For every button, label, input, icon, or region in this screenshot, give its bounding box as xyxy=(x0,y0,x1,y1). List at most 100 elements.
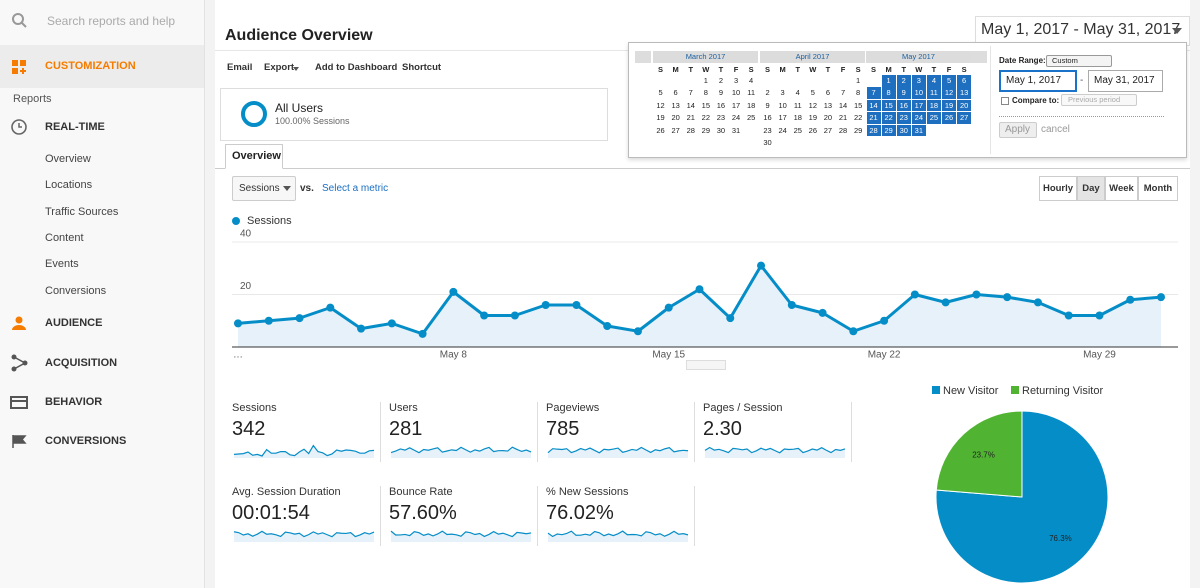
range-type[interactable]: Custom xyxy=(1052,56,1078,65)
granularity-label[interactable]: Week xyxy=(1109,183,1134,194)
calendar-day[interactable]: 21 xyxy=(869,113,878,123)
calendar-day[interactable]: 27 xyxy=(959,113,969,123)
calendar-day[interactable]: 20 xyxy=(959,100,969,110)
calendar-day[interactable]: 6 xyxy=(673,88,678,98)
granularity-label[interactable]: Month xyxy=(1143,183,1173,194)
calendar-day[interactable]: 10 xyxy=(914,88,924,98)
calendar-day[interactable]: 12 xyxy=(944,88,954,98)
calendar-day[interactable]: 14 xyxy=(838,100,848,110)
calendar-day[interactable]: 28 xyxy=(686,125,695,135)
calendar-day[interactable]: 19 xyxy=(808,113,818,123)
calendar-day[interactable]: 8 xyxy=(886,88,891,98)
calendar-day[interactable]: 25 xyxy=(793,125,802,135)
calendar-day[interactable]: 24 xyxy=(731,113,741,123)
calendar-day[interactable]: 15 xyxy=(884,100,893,110)
granularity-button[interactable] xyxy=(1039,176,1077,201)
calendar-day[interactable]: 30 xyxy=(899,125,908,135)
calendar-day[interactable]: 5 xyxy=(658,88,663,98)
calendar-day[interactable]: 30 xyxy=(763,138,772,147)
apply-button[interactable] xyxy=(999,122,1037,138)
nav-section[interactable]: CONVERSIONS xyxy=(45,435,127,447)
calendar-day[interactable]: 15 xyxy=(701,100,711,110)
calendar-day[interactable]: 18 xyxy=(793,113,802,123)
nav-item[interactable]: Content xyxy=(45,231,84,244)
calendar-day[interactable]: 9 xyxy=(901,88,906,98)
calendar-day[interactable]: 7 xyxy=(840,88,846,98)
overview-tab[interactable] xyxy=(225,144,283,169)
calendar-day[interactable]: 29 xyxy=(853,125,863,135)
search-placeholder[interactable]: Search reports and help xyxy=(47,14,176,28)
end-date[interactable]: May 31, 2017 xyxy=(1094,75,1155,86)
calendar-day[interactable]: 10 xyxy=(731,88,741,98)
granularity-button[interactable] xyxy=(1077,176,1105,201)
calendar-day[interactable]: 25 xyxy=(746,113,756,123)
end-date-input[interactable] xyxy=(1088,70,1163,92)
calendar-day[interactable]: 6 xyxy=(825,88,831,98)
calendar-day[interactable]: 23 xyxy=(899,113,908,123)
calendar-day[interactable]: 26 xyxy=(656,125,665,135)
calendar-day[interactable]: 5 xyxy=(810,88,815,98)
toolbar-button[interactable]: Add to Dashboard xyxy=(315,62,398,73)
calendar-prev[interactable] xyxy=(635,51,651,63)
calendar-day[interactable]: 28 xyxy=(838,125,848,135)
calendar-day[interactable]: 2 xyxy=(718,76,724,85)
calendar-day[interactable]: 6 xyxy=(962,76,967,85)
calendar-day[interactable]: 26 xyxy=(808,125,818,135)
calendar-day[interactable]: 22 xyxy=(884,113,893,123)
calendar-day[interactable]: 2 xyxy=(901,76,906,85)
granularity-label[interactable]: Day xyxy=(1082,183,1100,194)
calendar-day[interactable]: 17 xyxy=(731,100,741,110)
calendar-day[interactable]: 1 xyxy=(703,76,708,85)
calendar-day[interactable]: 19 xyxy=(656,113,665,123)
calendar-day[interactable]: 12 xyxy=(808,100,818,110)
calendar-day[interactable]: 1 xyxy=(856,76,861,85)
calendar-day[interactable]: 17 xyxy=(778,113,787,123)
calendar-day[interactable]: 27 xyxy=(671,125,680,135)
calendar-day[interactable]: 25 xyxy=(929,113,939,123)
calendar-day[interactable]: 13 xyxy=(959,88,969,98)
calendar-day[interactable]: 2 xyxy=(765,88,770,98)
nav-item[interactable]: Overview xyxy=(45,153,91,165)
calendar-day[interactable]: 14 xyxy=(686,100,695,110)
calendar-day[interactable]: 18 xyxy=(746,100,756,110)
calendar-day[interactable]: 30 xyxy=(716,125,726,135)
toolbar-button[interactable]: Export xyxy=(264,62,295,73)
metric-select[interactable] xyxy=(232,176,296,201)
calendar-day[interactable]: 11 xyxy=(930,88,938,98)
calendar-day[interactable]: 27 xyxy=(823,125,833,135)
start-date-input[interactable] xyxy=(999,70,1077,92)
calendar-day[interactable]: 8 xyxy=(703,88,708,98)
cancel-link[interactable]: cancel xyxy=(1041,124,1070,135)
calendar-day[interactable]: 23 xyxy=(716,113,726,123)
calendar-day[interactable]: 3 xyxy=(733,76,739,85)
calendar-day[interactable]: 31 xyxy=(914,125,924,135)
start-date[interactable]: May 1, 2017 xyxy=(1006,75,1062,86)
calendar-day[interactable]: 12 xyxy=(656,100,665,110)
calendar-day[interactable]: 23 xyxy=(763,125,772,135)
calendar-day[interactable]: 11 xyxy=(747,88,756,98)
calendar-day[interactable]: 4 xyxy=(931,76,937,85)
calendar-day[interactable]: 29 xyxy=(701,125,711,135)
calendar-day[interactable]: 20 xyxy=(671,113,680,123)
nav-item[interactable]: Locations xyxy=(45,179,93,192)
calendar-day[interactable]: 29 xyxy=(884,125,893,135)
calendar-day[interactable]: 1 xyxy=(886,76,891,85)
granularity-label[interactable]: Hourly xyxy=(1042,183,1074,194)
calendar-day[interactable]: 8 xyxy=(856,88,861,98)
calendar-day[interactable]: 14 xyxy=(869,100,878,110)
calendar-day[interactable]: 20 xyxy=(823,113,833,123)
calendar-day[interactable]: 16 xyxy=(716,100,726,110)
calendar-day[interactable]: 22 xyxy=(701,113,711,123)
calendar-day[interactable]: 7 xyxy=(688,88,693,98)
calendar-day[interactable]: 4 xyxy=(749,76,754,85)
calendar-day[interactable]: 13 xyxy=(823,100,833,110)
calendar-day[interactable]: 9 xyxy=(765,100,770,110)
nav-section[interactable]: AUDIENCE xyxy=(45,317,103,329)
compare-checkbox[interactable] xyxy=(1001,97,1009,105)
calendar-day[interactable]: 28 xyxy=(869,125,878,135)
apply-label[interactable]: Apply xyxy=(1005,124,1031,135)
compare-select[interactable] xyxy=(1061,94,1137,106)
calendar-day[interactable]: 3 xyxy=(780,88,785,98)
calendar-day[interactable]: 7 xyxy=(871,88,876,98)
calendar-day[interactable]: 4 xyxy=(795,88,800,98)
